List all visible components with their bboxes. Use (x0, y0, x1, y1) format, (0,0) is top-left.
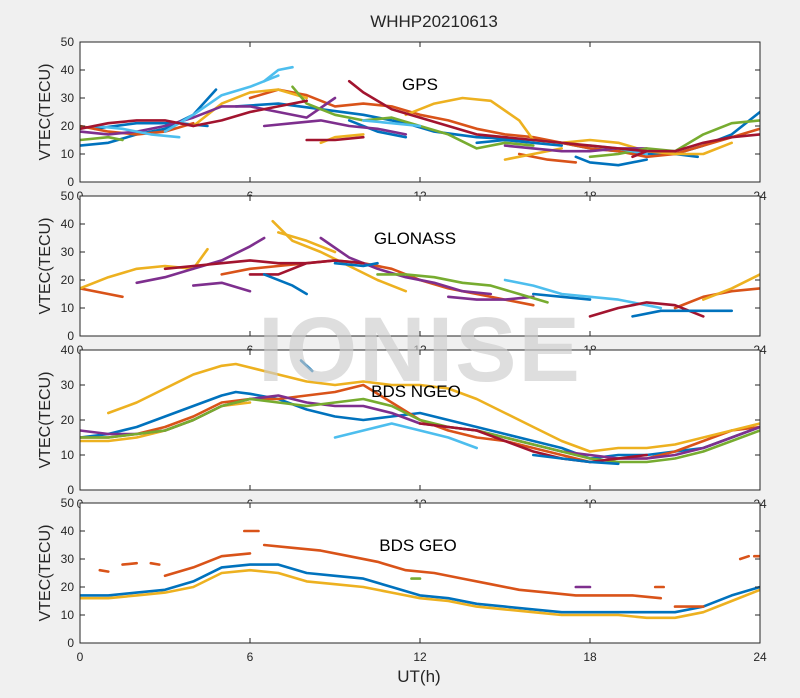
series-line (588, 301, 705, 318)
y-tick-label: 10 (61, 608, 75, 622)
series-line (532, 453, 620, 466)
series-line (532, 292, 592, 301)
series-line (362, 119, 422, 128)
series-line (248, 261, 308, 276)
series-line (305, 135, 365, 142)
series-line (574, 155, 648, 167)
y-tick-label: 0 (67, 636, 74, 650)
series-line (447, 295, 535, 301)
series-group (80, 359, 760, 466)
chart-panels: 0102030405006121824VTEC(TECU)GPS01020304… (37, 35, 767, 664)
series-line (262, 65, 294, 83)
y-tick-label: 50 (61, 496, 75, 510)
y-tick-label: 40 (61, 524, 75, 538)
y-tick-label: 40 (61, 217, 75, 231)
y-tick-label: 0 (67, 175, 74, 189)
series-line (121, 561, 138, 566)
series-line (262, 273, 308, 296)
chart-panel: 0 10 20 30 40 50 0 6 12 18 24 VTEC(TECU) BDS GEO (37, 496, 767, 664)
y-tick-label: 50 (61, 189, 75, 203)
y-tick-label: 20 (61, 580, 75, 594)
series-line (80, 397, 760, 464)
x-tick-label: 18 (583, 650, 597, 664)
panel-title: GPS (402, 75, 438, 94)
y-axis-label: VTEC(TECU) (37, 525, 54, 622)
series-line (277, 231, 337, 254)
series-line (319, 236, 493, 296)
y-tick-label: 0 (67, 329, 74, 343)
series-line (347, 79, 648, 153)
x-tick-label: 24 (753, 650, 767, 664)
series-line (271, 219, 408, 293)
series-line (262, 543, 663, 600)
chart-panel: 01020304006121824VTEC(TECU)BDS NGEO (37, 343, 767, 511)
series-line (347, 119, 408, 139)
series-line (333, 261, 379, 268)
series-group (80, 219, 760, 318)
series-line (80, 99, 308, 131)
series-line (503, 278, 663, 310)
series-line (702, 273, 760, 301)
y-tick-label: 40 (61, 343, 75, 357)
series-line (80, 568, 760, 620)
y-tick-label: 30 (61, 245, 75, 259)
x-axis-label: UT(h) (397, 667, 440, 686)
y-tick-label: 10 (61, 147, 75, 161)
series-line (163, 74, 280, 133)
series-line (163, 259, 365, 271)
series-line (98, 568, 110, 573)
series-line (220, 259, 535, 307)
series-line (738, 554, 750, 561)
series-line (418, 422, 648, 464)
y-tick-label: 30 (61, 91, 75, 105)
series-line (80, 88, 218, 147)
y-tick-label: 20 (61, 413, 75, 427)
x-tick-label: 0 (77, 650, 84, 664)
series-line (80, 563, 760, 614)
panel-title: BDS GEO (379, 536, 456, 555)
series-line (107, 362, 760, 453)
y-tick-label: 10 (61, 448, 75, 462)
series-line (192, 281, 252, 293)
y-tick-label: 20 (61, 119, 75, 133)
series-line (631, 133, 760, 159)
series-line (333, 422, 478, 450)
series-line (80, 135, 124, 142)
series-group (80, 65, 760, 167)
y-axis-label: VTEC(TECU) (37, 372, 54, 469)
panel-title: GLONASS (374, 229, 456, 248)
series-line (475, 138, 563, 147)
series-line (376, 273, 549, 304)
plot-area (80, 42, 760, 182)
series-group (80, 529, 760, 620)
y-tick-label: 10 (61, 301, 75, 315)
series-line (262, 119, 408, 136)
series-line (291, 85, 535, 150)
y-tick-label: 50 (61, 35, 75, 49)
series-line (80, 121, 195, 136)
series-line (80, 287, 124, 299)
x-tick-label: 12 (413, 650, 427, 664)
series-line (149, 561, 161, 566)
series-line (92, 124, 181, 139)
y-axis-label: VTEC(TECU) (37, 64, 54, 161)
y-tick-label: 0 (67, 483, 74, 497)
series-line (631, 309, 733, 318)
y-tick-label: 30 (61, 378, 75, 392)
y-tick-label: 30 (61, 552, 75, 566)
y-tick-label: 20 (61, 273, 75, 287)
series-line (80, 96, 337, 136)
figure-title: WHHP20210613 (370, 12, 498, 31)
series-line (299, 359, 314, 373)
x-tick-label: 6 (247, 650, 254, 664)
panel-title: BDS NGEO (371, 382, 461, 401)
series-line (163, 552, 252, 578)
y-axis-label: VTEC(TECU) (37, 218, 54, 315)
plot-area (80, 503, 760, 643)
y-tick-label: 40 (61, 63, 75, 77)
